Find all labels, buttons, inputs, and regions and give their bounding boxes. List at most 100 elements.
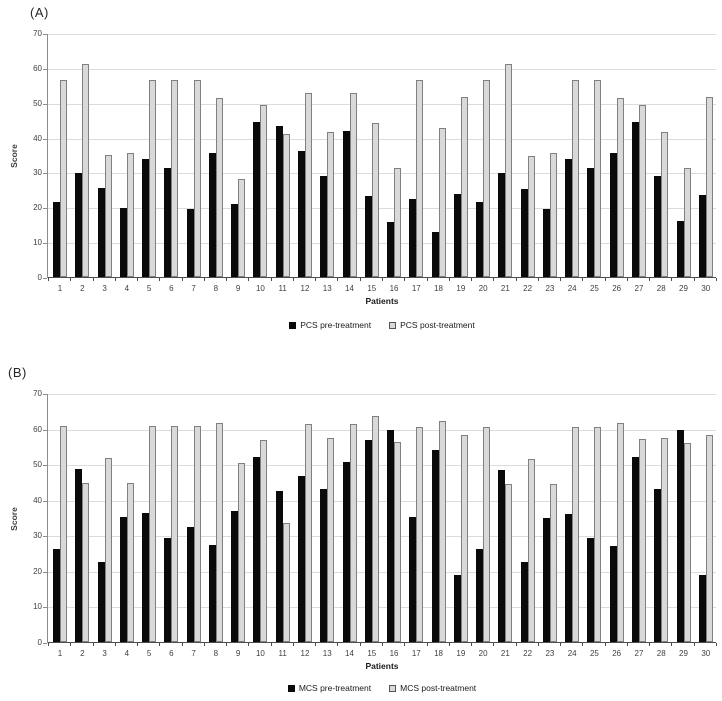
x-tick-label: 25 bbox=[589, 284, 599, 293]
bar-pre-treatment bbox=[587, 538, 595, 642]
bar-post-treatment bbox=[683, 442, 691, 642]
x-tick-label: 1 bbox=[57, 649, 63, 658]
x-tick bbox=[671, 643, 673, 646]
bar-post-treatment bbox=[594, 427, 602, 642]
bar-pre-treatment bbox=[253, 457, 261, 642]
bar-post-treatment bbox=[594, 80, 602, 277]
x-tick bbox=[359, 643, 361, 646]
x-tick bbox=[92, 643, 94, 646]
x-tick-label: 28 bbox=[656, 284, 666, 293]
gridline bbox=[48, 429, 716, 431]
x-tick-label: 2 bbox=[80, 649, 85, 658]
bar-pre-treatment bbox=[297, 475, 305, 642]
bar-pre-treatment bbox=[609, 152, 617, 277]
bar-pre-treatment bbox=[208, 153, 216, 277]
x-tick-label: 24 bbox=[567, 284, 577, 293]
bar-post-treatment bbox=[460, 435, 468, 642]
bar-pre-treatment bbox=[520, 188, 528, 277]
panel-a: (A) Score 0 10 20 30 40 50 60 70 1 2 3 4 5 6 7 8 9 10 11 12… bbox=[0, 0, 722, 350]
bar-pre-treatment bbox=[587, 167, 595, 277]
x-tick-label: 16 bbox=[389, 649, 399, 658]
x-tick-label: 5 bbox=[146, 649, 152, 658]
x-tick-label: 8 bbox=[213, 649, 219, 658]
x-tick bbox=[604, 643, 606, 646]
x-tick-label: 8 bbox=[213, 284, 219, 293]
bar-pre-treatment bbox=[164, 167, 172, 277]
bar-pre-treatment bbox=[654, 488, 662, 642]
bar-pre-treatment bbox=[453, 575, 461, 642]
y-tick bbox=[43, 243, 47, 245]
bar-pre-treatment bbox=[75, 469, 83, 642]
bar-pre-treatment bbox=[542, 517, 550, 642]
panel-a-legend: PCS pre-treatment PCS post-treatment bbox=[48, 320, 716, 330]
legend-marker-post-icon bbox=[389, 684, 397, 692]
bar-post-treatment bbox=[527, 156, 535, 277]
bar-post-treatment bbox=[60, 426, 68, 642]
y-tick-label: 60 bbox=[33, 63, 42, 73]
bar-post-treatment bbox=[505, 484, 513, 642]
y-tick bbox=[43, 465, 47, 467]
bar-post-treatment bbox=[149, 80, 157, 277]
y-tick bbox=[43, 429, 47, 431]
x-tick bbox=[181, 643, 183, 646]
bar-post-treatment bbox=[193, 80, 201, 277]
x-tick-label: 12 bbox=[300, 284, 310, 293]
x-tick bbox=[337, 278, 339, 281]
bar-pre-treatment bbox=[453, 194, 461, 277]
bar-pre-treatment bbox=[565, 513, 573, 642]
x-tick bbox=[426, 278, 428, 281]
x-tick-label: 11 bbox=[278, 284, 287, 293]
x-tick bbox=[604, 278, 606, 281]
x-tick-label: 21 bbox=[500, 284, 510, 293]
x-tick-label: 30 bbox=[701, 649, 711, 658]
bar-pre-treatment bbox=[631, 456, 639, 642]
x-tick bbox=[693, 278, 695, 281]
bar-post-treatment bbox=[126, 483, 134, 642]
y-axis-line bbox=[47, 34, 48, 278]
legend-label: MCS pre-treatment bbox=[298, 683, 372, 693]
x-tick-label: 30 bbox=[701, 284, 711, 293]
bar-pre-treatment bbox=[186, 527, 194, 642]
y-tick-label: 30 bbox=[33, 531, 42, 541]
x-tick bbox=[315, 278, 317, 281]
legend-label: PCS post-treatment bbox=[400, 320, 475, 330]
bar-pre-treatment bbox=[142, 158, 150, 277]
x-tick-label: 2 bbox=[80, 284, 85, 293]
bar-pre-treatment bbox=[631, 121, 639, 277]
x-tick bbox=[159, 643, 161, 646]
x-tick bbox=[292, 278, 294, 281]
bar-post-treatment bbox=[438, 128, 446, 277]
y-tick-label: 50 bbox=[33, 98, 42, 108]
bar-pre-treatment bbox=[253, 121, 261, 277]
bar-pre-treatment bbox=[186, 209, 194, 277]
y-tick-label: 40 bbox=[33, 133, 42, 143]
x-tick bbox=[404, 278, 406, 281]
bar-post-treatment bbox=[483, 427, 491, 642]
x-tick-label: 3 bbox=[102, 649, 107, 658]
x-tick bbox=[582, 278, 584, 281]
bar-pre-treatment bbox=[364, 439, 372, 642]
y-tick bbox=[43, 643, 47, 644]
x-tick-label: 28 bbox=[656, 649, 666, 658]
gridline bbox=[48, 34, 716, 35]
bar-pre-treatment bbox=[75, 172, 83, 277]
bar-post-treatment bbox=[215, 97, 223, 277]
bar-pre-treatment bbox=[164, 538, 172, 642]
y-tick bbox=[43, 68, 47, 70]
x-tick-label: 1 bbox=[57, 284, 63, 293]
x-tick bbox=[137, 278, 139, 281]
bar-post-treatment bbox=[394, 167, 402, 277]
bar-post-treatment bbox=[238, 179, 246, 277]
y-tick bbox=[43, 607, 47, 609]
x-tick bbox=[560, 643, 562, 646]
bar-pre-treatment bbox=[275, 126, 283, 277]
x-tick-label: 7 bbox=[191, 649, 196, 658]
y-tick bbox=[43, 34, 47, 35]
bar-pre-treatment bbox=[53, 548, 61, 642]
x-tick-label: 13 bbox=[322, 284, 332, 293]
x-tick bbox=[537, 643, 539, 646]
y-tick-label: 10 bbox=[33, 238, 42, 248]
bar-post-treatment bbox=[527, 458, 535, 642]
x-tick-label: 19 bbox=[456, 284, 466, 293]
